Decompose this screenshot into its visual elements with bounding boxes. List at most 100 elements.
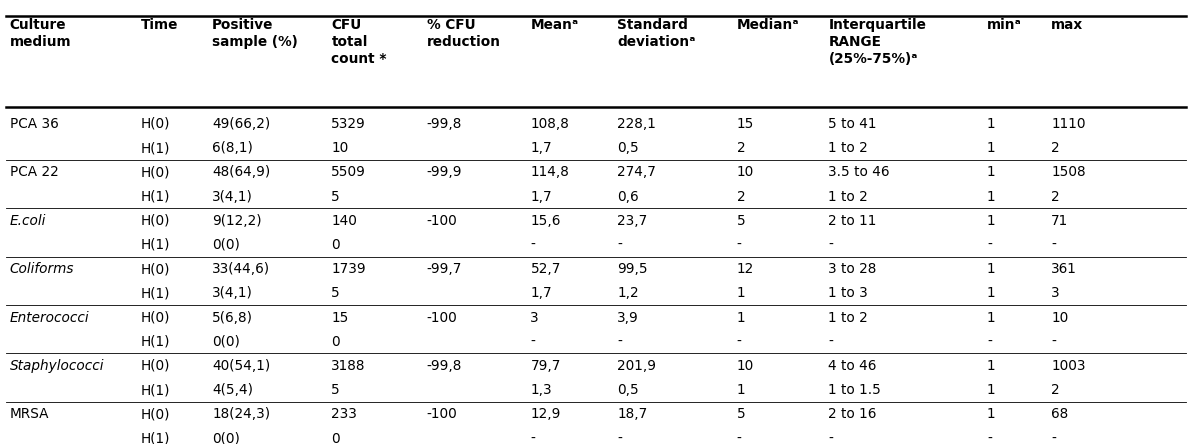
Text: 114,8: 114,8 — [530, 165, 570, 179]
Text: 228,1: 228,1 — [617, 117, 657, 131]
Text: 3,9: 3,9 — [617, 310, 639, 325]
Text: 18(24,3): 18(24,3) — [212, 407, 271, 421]
Text: 1 to 2: 1 to 2 — [828, 190, 868, 204]
Text: 1,3: 1,3 — [530, 383, 552, 397]
Text: 0: 0 — [331, 335, 340, 349]
Text: 1,7: 1,7 — [530, 286, 552, 301]
Text: 68: 68 — [1051, 407, 1068, 421]
Text: 3(4,1): 3(4,1) — [212, 190, 253, 204]
Text: -: - — [737, 432, 741, 444]
Text: 49(66,2): 49(66,2) — [212, 117, 271, 131]
Text: 18,7: 18,7 — [617, 407, 647, 421]
Text: 2 to 16: 2 to 16 — [828, 407, 877, 421]
Text: max: max — [1051, 18, 1084, 32]
Text: 10: 10 — [737, 359, 753, 373]
Text: -: - — [987, 335, 992, 349]
Text: -: - — [737, 335, 741, 349]
Text: H(0): H(0) — [141, 214, 170, 228]
Text: 1110: 1110 — [1051, 117, 1086, 131]
Text: 1508: 1508 — [1051, 165, 1086, 179]
Text: 201,9: 201,9 — [617, 359, 657, 373]
Text: Coliforms: Coliforms — [10, 262, 74, 276]
Text: 2 to 11: 2 to 11 — [828, 214, 877, 228]
Text: 140: 140 — [331, 214, 358, 228]
Text: 5: 5 — [331, 383, 340, 397]
Text: 1: 1 — [737, 310, 745, 325]
Text: 3188: 3188 — [331, 359, 366, 373]
Text: 2: 2 — [1051, 190, 1060, 204]
Text: H(1): H(1) — [141, 383, 170, 397]
Text: 1,7: 1,7 — [530, 190, 552, 204]
Text: 15: 15 — [737, 117, 755, 131]
Text: 0: 0 — [331, 432, 340, 444]
Text: 3: 3 — [1051, 286, 1060, 301]
Text: H(0): H(0) — [141, 310, 170, 325]
Text: 2: 2 — [737, 141, 745, 155]
Text: 9(12,2): 9(12,2) — [212, 214, 262, 228]
Text: -100: -100 — [427, 310, 458, 325]
Text: Interquartile
RANGE
(25%-75%)ᵃ: Interquartile RANGE (25%-75%)ᵃ — [828, 18, 926, 66]
Text: 1: 1 — [987, 141, 995, 155]
Text: 3 to 28: 3 to 28 — [828, 262, 877, 276]
Text: 1: 1 — [987, 165, 995, 179]
Text: 15,6: 15,6 — [530, 214, 560, 228]
Text: 1: 1 — [737, 383, 745, 397]
Text: -: - — [1051, 335, 1056, 349]
Text: Medianᵃ: Medianᵃ — [737, 18, 799, 32]
Text: 5: 5 — [331, 286, 340, 301]
Text: 0,6: 0,6 — [617, 190, 639, 204]
Text: 3: 3 — [530, 310, 539, 325]
Text: H(1): H(1) — [141, 335, 170, 349]
Text: E.coli: E.coli — [10, 214, 46, 228]
Text: 10: 10 — [1051, 310, 1068, 325]
Text: 15: 15 — [331, 310, 349, 325]
Text: 1 to 1.5: 1 to 1.5 — [828, 383, 881, 397]
Text: 33(44,6): 33(44,6) — [212, 262, 271, 276]
Text: H(0): H(0) — [141, 359, 170, 373]
Text: 1: 1 — [987, 310, 995, 325]
Text: CFU
total
count *: CFU total count * — [331, 18, 387, 66]
Text: 1: 1 — [987, 359, 995, 373]
Text: 5509: 5509 — [331, 165, 366, 179]
Text: MRSA: MRSA — [10, 407, 49, 421]
Text: 71: 71 — [1051, 214, 1068, 228]
Text: 12,9: 12,9 — [530, 407, 560, 421]
Text: 3(4,1): 3(4,1) — [212, 286, 253, 301]
Text: 0(0): 0(0) — [212, 432, 240, 444]
Text: 4(5,4): 4(5,4) — [212, 383, 253, 397]
Text: 40(54,1): 40(54,1) — [212, 359, 271, 373]
Text: 0(0): 0(0) — [212, 238, 240, 252]
Text: -: - — [530, 432, 535, 444]
Text: 1,7: 1,7 — [530, 141, 552, 155]
Text: -99,9: -99,9 — [427, 165, 462, 179]
Text: 6(8,1): 6(8,1) — [212, 141, 253, 155]
Text: H(1): H(1) — [141, 286, 170, 301]
Text: 1 to 2: 1 to 2 — [828, 141, 868, 155]
Text: 5: 5 — [737, 407, 745, 421]
Text: -100: -100 — [427, 214, 458, 228]
Text: 1739: 1739 — [331, 262, 366, 276]
Text: 233: 233 — [331, 407, 358, 421]
Text: -: - — [530, 238, 535, 252]
Text: 79,7: 79,7 — [530, 359, 560, 373]
Text: minᵃ: minᵃ — [987, 18, 1022, 32]
Text: 5: 5 — [331, 190, 340, 204]
Text: -: - — [617, 432, 622, 444]
Text: -: - — [617, 238, 622, 252]
Text: -: - — [828, 238, 833, 252]
Text: 108,8: 108,8 — [530, 117, 570, 131]
Text: Culture
medium: Culture medium — [10, 18, 72, 49]
Text: -: - — [987, 432, 992, 444]
Text: 1: 1 — [987, 190, 995, 204]
Text: 5: 5 — [737, 214, 745, 228]
Text: 1: 1 — [987, 214, 995, 228]
Text: -: - — [1051, 432, 1056, 444]
Text: 3.5 to 46: 3.5 to 46 — [828, 165, 890, 179]
Text: 0,5: 0,5 — [617, 383, 639, 397]
Text: H(0): H(0) — [141, 262, 170, 276]
Text: 361: 361 — [1051, 262, 1078, 276]
Text: 10: 10 — [737, 165, 753, 179]
Text: 0: 0 — [331, 238, 340, 252]
Text: 1003: 1003 — [1051, 359, 1086, 373]
Text: 0(0): 0(0) — [212, 335, 240, 349]
